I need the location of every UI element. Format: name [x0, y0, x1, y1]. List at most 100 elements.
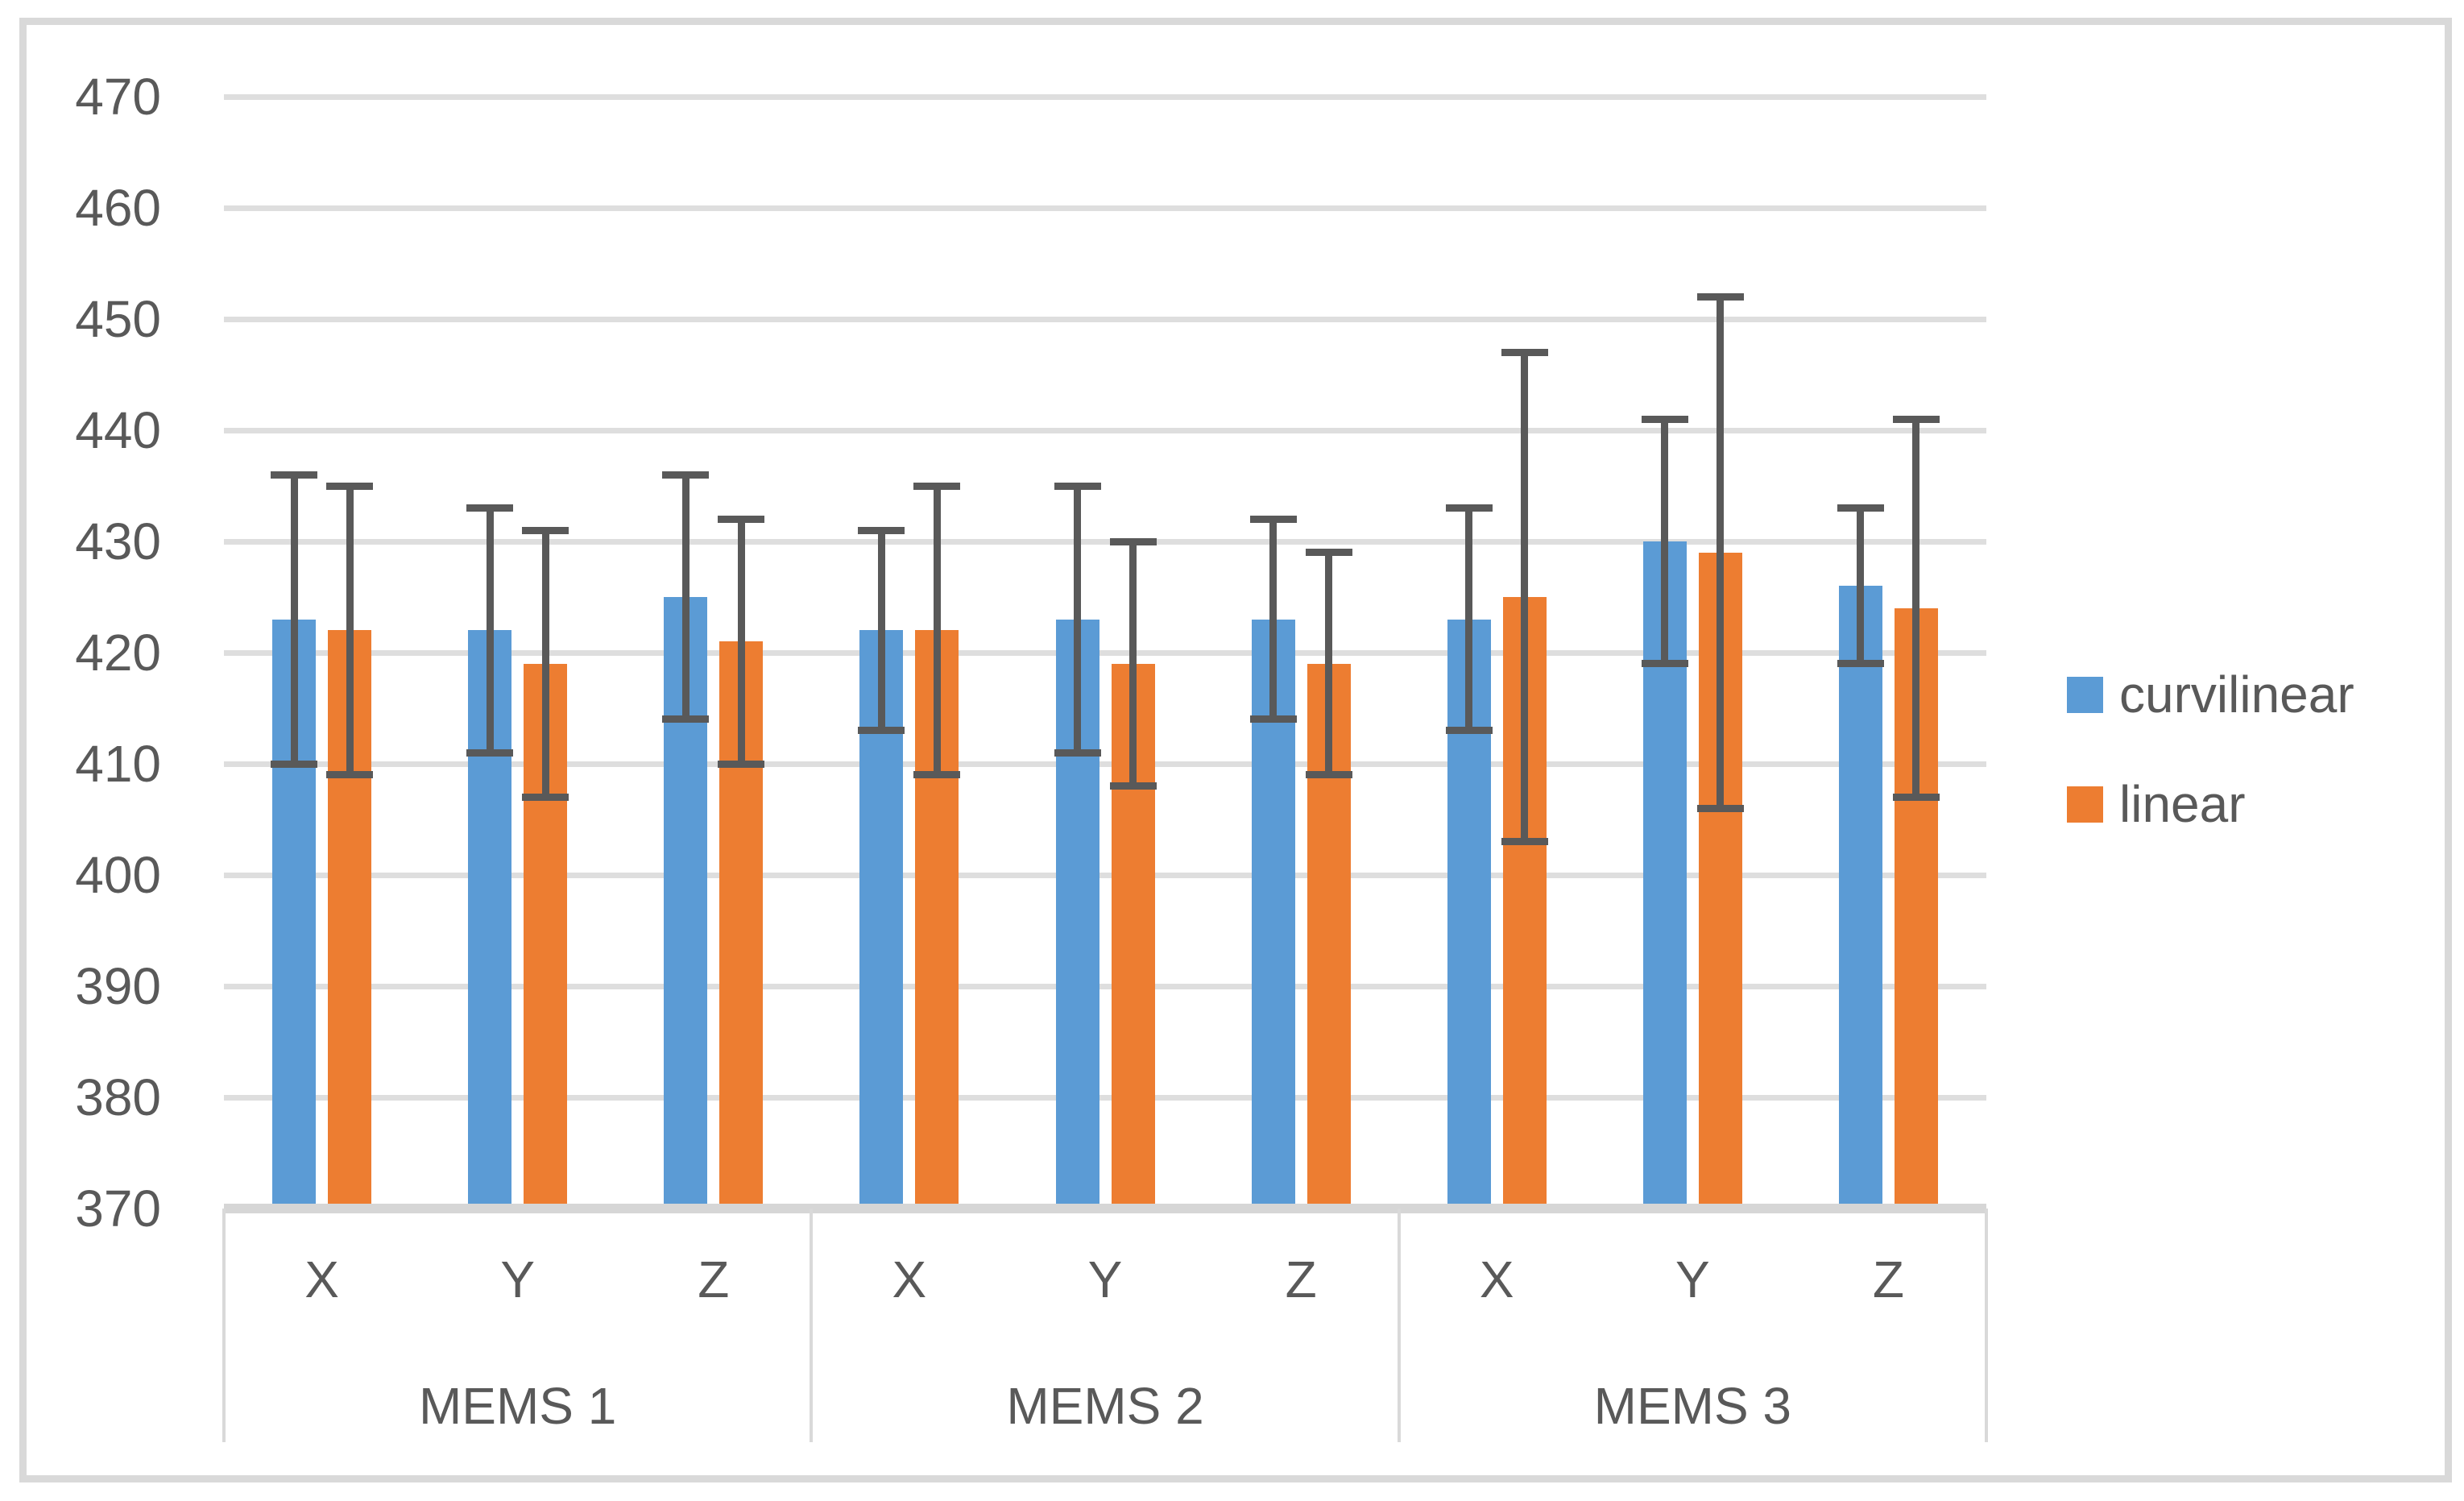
error-cap-bottom-curvilinear-mems-1-x — [271, 760, 318, 768]
gridline-410 — [224, 761, 1986, 767]
y-tick-label-470: 470 — [75, 68, 161, 126]
x-tick-label-mems-1-y: Y — [500, 1250, 535, 1308]
gridline-420 — [224, 650, 1986, 656]
bar-curvilinear-mems-3-z[interactable] — [1838, 586, 1882, 1204]
chart-border — [19, 18, 2452, 1482]
error-cap-top-curvilinear-mems-3-z — [1837, 504, 1884, 512]
y-tick-label-460: 460 — [75, 179, 161, 237]
legend-swatch-curvilinear — [2067, 676, 2103, 713]
error-cap-top-curvilinear-mems-3-y — [1641, 415, 1688, 423]
error-cap-bottom-curvilinear-mems-3-y — [1641, 660, 1688, 668]
error-cap-bottom-curvilinear-mems-3-x — [1445, 727, 1493, 735]
error-bar-linear-mems-2-y — [1129, 541, 1137, 786]
error-cap-top-curvilinear-mems-1-z — [662, 471, 710, 479]
error-bar-curvilinear-mems-1-x — [290, 475, 298, 764]
error-cap-bottom-linear-mems-1-z — [718, 760, 765, 768]
error-bar-linear-mems-3-z — [1912, 419, 1920, 798]
category-separator-1 — [810, 1209, 814, 1442]
error-bar-linear-mems-1-y — [541, 530, 549, 798]
error-cap-top-curvilinear-mems-2-z — [1249, 515, 1297, 523]
error-cap-top-linear-mems-1-y — [522, 526, 569, 534]
x-tick-label-mems-2-y: Y — [1087, 1250, 1123, 1308]
error-cap-bottom-linear-mems-2-y — [1109, 782, 1157, 790]
x-tick-label-mems-3-y: Y — [1675, 1250, 1710, 1308]
gridline-440 — [224, 428, 1986, 433]
y-tick-label-380: 380 — [75, 1068, 161, 1126]
error-cap-bottom-linear-mems-2-x — [913, 771, 961, 779]
error-cap-bottom-curvilinear-mems-2-z — [1249, 715, 1297, 724]
error-cap-bottom-curvilinear-mems-1-z — [662, 715, 710, 724]
y-tick-label-390: 390 — [75, 957, 161, 1015]
error-cap-bottom-linear-mems-3-z — [1892, 793, 1940, 801]
x-tick-label-mems-3-z: Z — [1872, 1250, 1904, 1308]
error-cap-bottom-linear-mems-1-y — [522, 793, 569, 801]
y-tick-label-430: 430 — [75, 512, 161, 570]
error-cap-bottom-curvilinear-mems-2-y — [1054, 748, 1101, 757]
error-bar-curvilinear-mems-2-z — [1269, 519, 1278, 719]
error-cap-top-linear-mems-3-z — [1892, 415, 1940, 423]
error-cap-bottom-curvilinear-mems-1-y — [466, 748, 514, 757]
error-cap-top-linear-mems-3-y — [1696, 292, 1744, 301]
error-bar-linear-mems-1-z — [737, 519, 745, 764]
gridline-450 — [224, 317, 1986, 322]
gridline-400 — [224, 873, 1986, 878]
gridline-380 — [224, 1095, 1986, 1101]
group-label-mems-1: MEMS 1 — [418, 1377, 617, 1435]
error-bar-curvilinear-mems-1-y — [486, 508, 494, 753]
error-cap-top-linear-mems-2-x — [913, 482, 961, 490]
group-label-mems-3: MEMS 3 — [1593, 1377, 1792, 1435]
error-cap-bottom-linear-mems-3-y — [1696, 804, 1744, 812]
x-tick-label-mems-2-z: Z — [1285, 1250, 1317, 1308]
error-bar-curvilinear-mems-3-z — [1857, 508, 1865, 664]
group-label-mems-2: MEMS 2 — [1006, 1377, 1204, 1435]
error-cap-bottom-linear-mems-2-z — [1305, 771, 1352, 779]
error-cap-top-linear-mems-1-z — [718, 515, 765, 523]
error-bar-curvilinear-mems-3-x — [1465, 508, 1473, 731]
legend-swatch-linear — [2067, 786, 2103, 823]
error-cap-top-curvilinear-mems-2-y — [1054, 482, 1101, 490]
error-cap-bottom-curvilinear-mems-3-z — [1837, 660, 1884, 668]
error-bar-curvilinear-mems-1-z — [681, 475, 690, 719]
error-bar-curvilinear-mems-2-y — [1074, 486, 1081, 753]
x-tick-label-mems-3-x: X — [1479, 1250, 1514, 1308]
x-tick-label-mems-2-x: X — [892, 1250, 927, 1308]
legend-label-linear: linear — [2119, 775, 2246, 833]
legend-item-linear[interactable]: linear — [2067, 777, 2246, 831]
error-bar-curvilinear-mems-2-x — [877, 530, 885, 731]
error-cap-top-linear-mems-2-z — [1305, 549, 1352, 557]
error-cap-top-curvilinear-mems-2-x — [858, 526, 905, 534]
legend-label-curvilinear: curvilinear — [2119, 665, 2354, 724]
y-tick-label-420: 420 — [75, 624, 161, 682]
error-bar-linear-mems-2-x — [933, 486, 941, 775]
category-separator-3 — [1985, 1209, 1988, 1442]
category-separator-0 — [222, 1209, 226, 1442]
gridline-460 — [224, 205, 1986, 211]
error-cap-bottom-curvilinear-mems-2-x — [858, 727, 905, 735]
error-bar-linear-mems-3-y — [1717, 296, 1725, 809]
y-tick-label-450: 450 — [75, 290, 161, 348]
gridline-430 — [224, 539, 1986, 545]
x-tick-label-mems-1-x: X — [304, 1250, 339, 1308]
y-tick-label-400: 400 — [75, 846, 161, 904]
error-bar-linear-mems-1-x — [346, 486, 354, 775]
error-cap-bottom-linear-mems-3-x — [1501, 838, 1548, 846]
error-cap-top-curvilinear-mems-1-x — [271, 471, 318, 479]
y-tick-label-410: 410 — [75, 735, 161, 793]
error-bar-linear-mems-3-x — [1521, 352, 1529, 842]
legend-item-curvilinear[interactable]: curvilinear — [2067, 668, 2354, 721]
gridline-470 — [224, 94, 1986, 100]
error-cap-bottom-linear-mems-1-x — [326, 771, 374, 779]
error-cap-top-curvilinear-mems-3-x — [1445, 504, 1493, 512]
error-cap-top-linear-mems-3-x — [1501, 348, 1548, 356]
error-bar-linear-mems-2-z — [1325, 552, 1333, 775]
y-tick-label-370: 370 — [75, 1180, 161, 1238]
error-cap-top-linear-mems-2-y — [1109, 537, 1157, 545]
category-separator-2 — [1397, 1209, 1401, 1442]
error-cap-top-linear-mems-1-x — [326, 482, 374, 490]
x-tick-label-mems-1-z: Z — [698, 1250, 730, 1308]
error-bar-curvilinear-mems-3-y — [1661, 419, 1669, 664]
error-cap-top-curvilinear-mems-1-y — [466, 504, 514, 512]
y-tick-label-440: 440 — [75, 401, 161, 459]
x-axis-line — [224, 1204, 1986, 1213]
